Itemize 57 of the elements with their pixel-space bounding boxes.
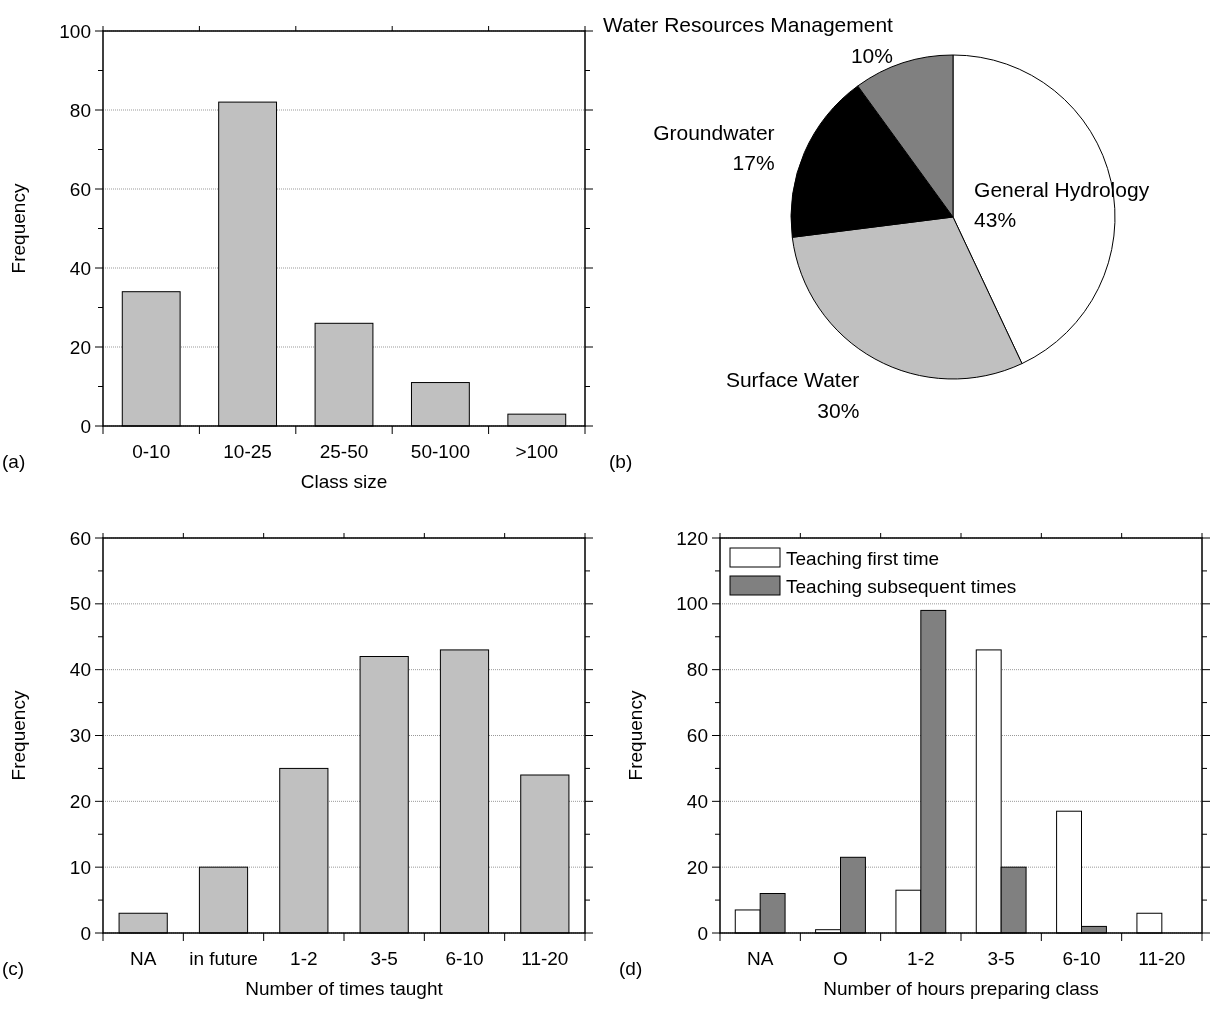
y-tick-label: 50 bbox=[69, 593, 91, 615]
y-tick-label: 80 bbox=[69, 99, 91, 121]
y-tick-label: 100 bbox=[59, 20, 91, 42]
y-tick-label: 40 bbox=[686, 790, 708, 812]
x-tick-label: 1-2 bbox=[907, 948, 935, 969]
y-tick-label: 60 bbox=[686, 725, 708, 747]
text: (c) bbox=[2, 958, 25, 979]
y-tick-label: 0 bbox=[80, 415, 91, 437]
y-tick-label: 30 bbox=[69, 725, 91, 747]
y-tick-label: 20 bbox=[686, 856, 708, 878]
data-label: 10% bbox=[850, 43, 893, 67]
slice-label: Surface Water bbox=[725, 368, 860, 392]
y-axis-title: Frequency bbox=[8, 183, 29, 274]
y-axis-title: Frequency bbox=[8, 690, 29, 781]
x-tick-label: NA bbox=[746, 948, 774, 969]
x-tick-label: 1-2 bbox=[290, 948, 318, 969]
x-tick-label: 11-20 bbox=[521, 948, 569, 969]
x-tick-label: 6-10 bbox=[445, 948, 484, 969]
y-tick-label: 120 bbox=[676, 527, 708, 549]
x-axis-title: Number of times taught bbox=[245, 978, 444, 999]
x-tick-label: 6-10 bbox=[1062, 948, 1101, 969]
x-tick-label: 50-100 bbox=[410, 441, 470, 462]
legend-label: Teaching first time bbox=[786, 547, 940, 569]
y-tick-label: 20 bbox=[69, 790, 91, 812]
y-tick-label: 60 bbox=[69, 178, 91, 200]
x-tick-label: >100 bbox=[515, 441, 559, 462]
slice-label: General Hydrology bbox=[974, 178, 1150, 201]
x-tick-label: 25-50 bbox=[319, 441, 369, 462]
y-tick-label: 10 bbox=[69, 856, 91, 878]
y-tick-label: 80 bbox=[686, 659, 708, 681]
x-tick-label: in future bbox=[189, 948, 258, 969]
x-tick-label: NA bbox=[129, 948, 157, 969]
data-label: 17% bbox=[732, 151, 775, 175]
text: (b) bbox=[609, 451, 633, 472]
y-tick-label: 0 bbox=[697, 922, 708, 944]
slice-label: Groundwater bbox=[653, 120, 775, 144]
y-tick-label: 0 bbox=[80, 922, 91, 944]
legend-label: Teaching subsequent times bbox=[786, 575, 1017, 597]
y-tick-label: 40 bbox=[69, 659, 91, 681]
x-axis-title: Number of hours preparing class bbox=[823, 978, 1099, 999]
y-tick-label: 20 bbox=[69, 336, 91, 358]
x-axis-title: Class size bbox=[300, 471, 388, 492]
data-label: 43% bbox=[974, 208, 1017, 232]
x-tick-label: O bbox=[833, 948, 848, 969]
slice-label: Water Resources Management bbox=[603, 13, 894, 37]
text: (a) bbox=[2, 451, 26, 472]
y-tick-label: 40 bbox=[69, 257, 91, 279]
y-axis-title: Frequency bbox=[625, 690, 646, 781]
x-tick-label: 11-20 bbox=[1138, 948, 1186, 969]
y-tick-label: 60 bbox=[69, 527, 91, 549]
x-tick-label: 3-5 bbox=[370, 948, 398, 969]
x-tick-label: 3-5 bbox=[987, 948, 1015, 969]
y-tick-label: 100 bbox=[676, 593, 708, 615]
x-tick-label: 0-10 bbox=[132, 441, 171, 462]
x-tick-label: 10-25 bbox=[223, 441, 272, 462]
text: (d) bbox=[619, 958, 643, 979]
data-label: 30% bbox=[817, 398, 860, 422]
